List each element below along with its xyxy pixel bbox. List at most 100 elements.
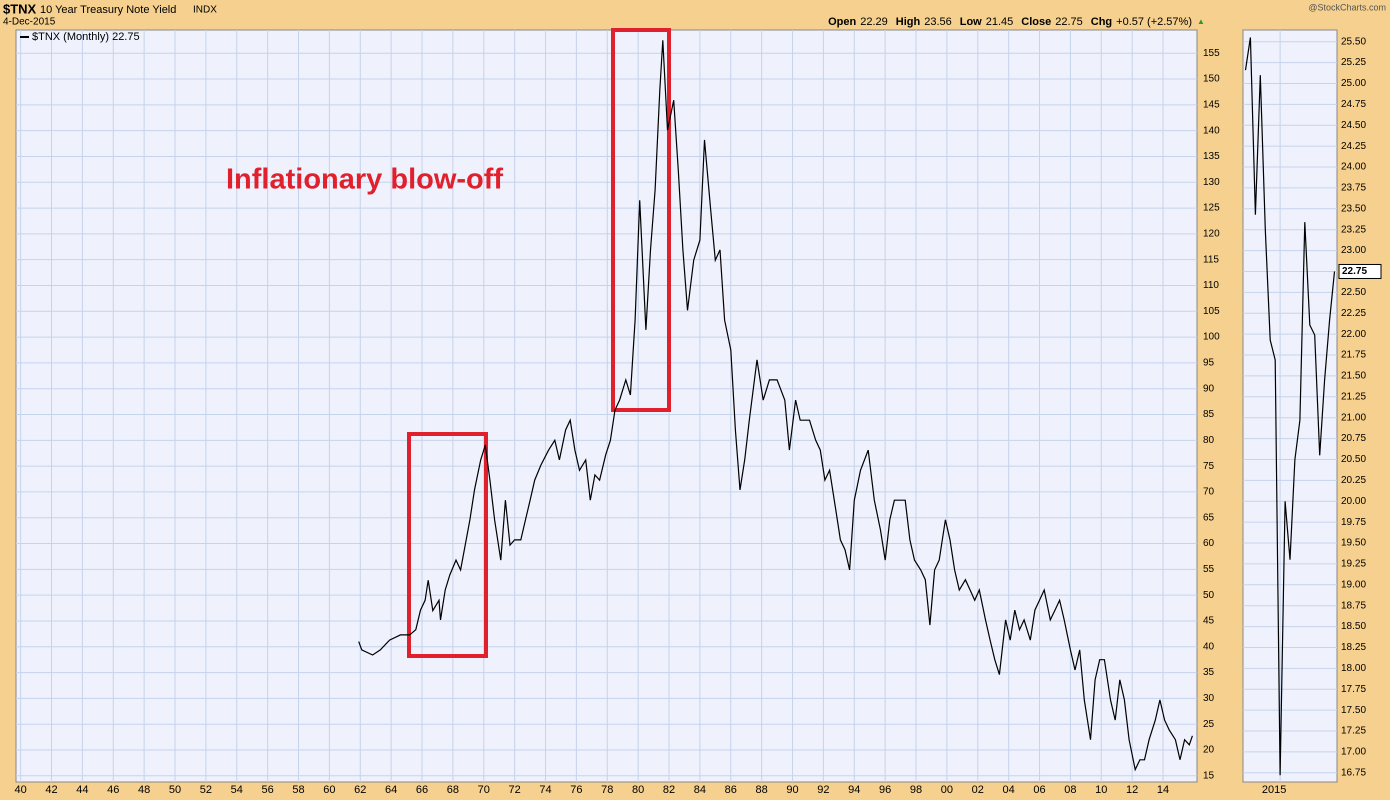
x-tick-label: 10 — [1095, 784, 1107, 796]
date: 4-Dec-2015 — [3, 17, 56, 28]
x-tick-label: 72 — [509, 784, 521, 796]
x-tick-label: 00 — [941, 784, 953, 796]
y-tick-label: 55 — [1203, 564, 1215, 575]
quote-label: High — [896, 16, 921, 28]
y-tick-label: 50 — [1203, 590, 1215, 601]
y-tick-label: 17.75 — [1341, 684, 1366, 695]
x-tick-label: 60 — [323, 784, 335, 796]
grid — [1243, 30, 1337, 782]
highlight-box — [611, 28, 671, 412]
y-tick-label: 105 — [1203, 306, 1220, 317]
y-tick-label: 24.00 — [1341, 162, 1366, 173]
x-tick-label: 52 — [200, 784, 212, 796]
x-tick-label: 84 — [694, 784, 706, 796]
x-tick-label: 92 — [817, 784, 829, 796]
x-tick-label: 48 — [138, 784, 150, 796]
x-tick-label: 62 — [354, 784, 366, 796]
y-tick-label: 20.00 — [1341, 496, 1366, 507]
y-tick-label: 25 — [1203, 719, 1215, 730]
y-tick-label: 18.25 — [1341, 642, 1366, 653]
x-tick-label: 82 — [663, 784, 675, 796]
y-tick-label: 23.00 — [1341, 245, 1366, 256]
last-value-box — [1338, 263, 1382, 279]
y-tick-label: 23.25 — [1341, 224, 1366, 235]
y-tick-label: 15 — [1203, 770, 1215, 781]
x-tick-label: 78 — [601, 784, 613, 796]
y-tick-label: 90 — [1203, 383, 1215, 394]
y-tick-label: 20.25 — [1341, 475, 1366, 486]
quote-value: 21.45 — [986, 16, 1014, 28]
y-tick-label: 45 — [1203, 616, 1215, 627]
y-tick-label: 20.50 — [1341, 454, 1366, 465]
highlight-box — [407, 432, 488, 658]
x-tick-label: 90 — [786, 784, 798, 796]
security-name: 10 Year Treasury Note Yield — [40, 4, 176, 16]
x-tick-label: 12 — [1126, 784, 1138, 796]
y-tick-label: 20 — [1203, 745, 1215, 756]
y-tick-label: 21.75 — [1341, 350, 1366, 361]
y-tick-label: 40 — [1203, 641, 1215, 652]
plot-area — [15, 29, 1198, 783]
x-tick-label: 42 — [45, 784, 57, 796]
x-tick-label: 96 — [879, 784, 891, 796]
y-tick-label: 23.75 — [1341, 183, 1366, 194]
y-tick-label: 19.75 — [1341, 517, 1366, 528]
y-tick-label: 18.00 — [1341, 663, 1366, 674]
grid — [16, 30, 1197, 782]
y-tick-label: 30 — [1203, 693, 1215, 704]
y-tick-label: 120 — [1203, 229, 1220, 240]
x-tick-label: 2015 — [1262, 784, 1286, 796]
y-tick-label: 19.00 — [1341, 579, 1366, 590]
y-tick-label: 17.50 — [1341, 705, 1366, 716]
x-tick-label: 80 — [632, 784, 644, 796]
y-tick-label: 115 — [1203, 254, 1219, 265]
x-tick-label: 66 — [416, 784, 428, 796]
x-tick-label: 56 — [262, 784, 274, 796]
y-tick-label: 80 — [1203, 435, 1215, 446]
quote-value: 22.29 — [860, 16, 888, 28]
y-tick-label: 130 — [1203, 177, 1220, 188]
y-tick-label: 16.75 — [1341, 767, 1366, 778]
x-tick-label: 14 — [1157, 784, 1169, 796]
y-tick-label: 19.50 — [1341, 538, 1366, 549]
x-tick-label: 02 — [972, 784, 984, 796]
x-tick-label: 86 — [725, 784, 737, 796]
plot-area — [1242, 29, 1338, 783]
y-tick-label: 24.25 — [1341, 141, 1366, 152]
y-tick-label: 100 — [1203, 332, 1220, 343]
annotation: Inflationary blow-off — [226, 164, 503, 196]
y-tick-label: 24.75 — [1341, 99, 1366, 110]
y-tick-label: 21.50 — [1341, 371, 1366, 382]
y-tick-label: 22.50 — [1341, 287, 1366, 298]
quote-label: Low — [960, 16, 982, 28]
x-tick-label: 50 — [169, 784, 181, 796]
line — [358, 40, 1193, 772]
x-tick-label: 68 — [447, 784, 459, 796]
quote-label: Chg — [1091, 16, 1112, 28]
exchange: INDX — [193, 5, 217, 16]
brand: @StockCharts.com — [1308, 2, 1386, 12]
y-tick-label: 19.25 — [1341, 559, 1366, 570]
y-tick-label: 17.00 — [1341, 747, 1366, 758]
y-tick-label: 70 — [1203, 487, 1215, 498]
y-tick-label: 22.00 — [1341, 329, 1366, 340]
y-tick-label: 125 — [1203, 203, 1220, 214]
y-tick-label: 25.00 — [1341, 78, 1366, 89]
x-tick-label: 08 — [1064, 784, 1076, 796]
y-tick-label: 18.75 — [1341, 600, 1366, 611]
y-tick-label: 155 — [1203, 48, 1220, 59]
symbol: $TNX — [3, 1, 37, 16]
x-tick-label: 58 — [292, 784, 304, 796]
x-tick-label: 40 — [15, 784, 27, 796]
up-arrow: ▲ — [1197, 17, 1205, 26]
y-tick-label: 21.25 — [1341, 391, 1366, 402]
y-tick-label: 25.25 — [1341, 57, 1366, 68]
x-tick-label: 54 — [231, 784, 243, 796]
y-tick-label: 75 — [1203, 461, 1215, 472]
x-tick-label: 94 — [848, 784, 860, 796]
y-tick-label: 24.50 — [1341, 120, 1366, 131]
x-tick-label: 98 — [910, 784, 922, 796]
y-tick-label: 18.50 — [1341, 621, 1366, 632]
y-tick-label: 60 — [1203, 538, 1215, 549]
